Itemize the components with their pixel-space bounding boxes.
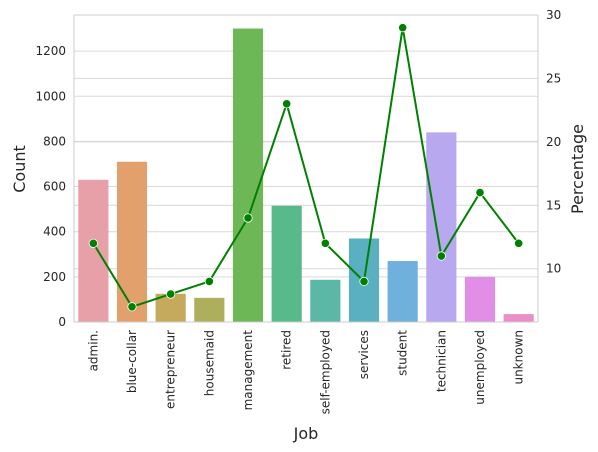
line-point-retired [282,99,292,109]
line-point-student [398,23,408,33]
line-layer [88,23,524,312]
bar-unemployed [464,276,496,322]
line-point-blue-collar [127,302,137,312]
line-point-entrepreneur [166,289,176,299]
y-tick-right-1: 15 [546,198,561,212]
axes-layer [73,14,539,323]
y-tick-right-0: 10 [546,262,561,276]
y-tick-left-5: 1000 [35,89,66,103]
x-tick-housemaid: housemaid [202,330,216,396]
y-tick-left-1: 200 [43,270,66,284]
line-point-services [359,276,369,287]
bars-layer [78,28,534,322]
line-point-unemployed [475,188,485,198]
x-tick-unemployed: unemployed [473,330,487,405]
x-tick-self-employed: self-employed [318,330,332,414]
x-tick-blue-collar: blue-collar [125,330,139,393]
x-tick-management: management [241,330,255,411]
x-tick-retired: retired [280,330,294,370]
y-tick-left-0: 0 [58,315,66,329]
x-tick-entrepreneur: entrepreneur [164,330,178,409]
bar-blue-collar [116,161,148,322]
y-axis-label-left: Count [10,145,29,193]
y-tick-right-4: 30 [546,8,561,22]
ticks-layer: 0 200 400 600 800 1000 1200 10 15 20 25 30 admin. blu… [35,8,561,414]
x-tick-student: student [396,330,410,376]
y-tick-left-3: 600 [43,180,66,194]
percentage-line [92,27,520,308]
y-tick-right-3: 25 [546,71,561,85]
line-point-technician [436,251,446,261]
x-tick-technician: technician [434,330,448,392]
line-point-unknown [514,238,524,248]
bar-management [232,28,264,322]
line-point-housemaid [204,276,214,287]
line-point-admin [88,238,98,248]
line-point-management [243,213,253,223]
bar-technician [426,132,457,322]
y-tick-left-2: 400 [43,225,66,239]
bar-admin [78,179,109,322]
y-tick-left-6: 1200 [35,44,66,58]
x-tick-unknown: unknown [512,330,526,385]
x-axis-label: Job [293,424,319,443]
bar-housemaid [194,297,225,322]
bar-unknown [503,314,534,322]
y-tick-left-4: 800 [43,134,66,148]
bar-retired [271,205,302,322]
y-axis-label-right: Percentage [568,124,587,214]
x-tick-admin: admin. [86,330,100,371]
bar-student [387,261,418,322]
y-tick-right-2: 20 [546,135,561,149]
x-tick-services: services [357,330,371,379]
line-point-self-employed [320,238,330,248]
bar-self-employed [310,279,341,322]
